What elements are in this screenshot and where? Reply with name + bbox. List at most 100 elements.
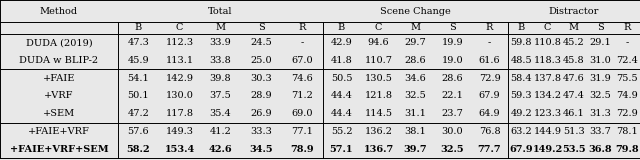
Text: B: B xyxy=(338,24,345,32)
Text: 47.4: 47.4 xyxy=(563,92,585,100)
Text: 31.0: 31.0 xyxy=(589,56,611,65)
Text: 37.5: 37.5 xyxy=(210,92,232,100)
Text: -: - xyxy=(625,38,628,47)
Text: M: M xyxy=(569,24,579,32)
Text: 41.8: 41.8 xyxy=(331,56,353,65)
Text: 29.7: 29.7 xyxy=(404,38,426,47)
Text: 134.2: 134.2 xyxy=(534,92,562,100)
Text: C: C xyxy=(544,24,551,32)
Text: B: B xyxy=(518,24,525,32)
Text: 31.3: 31.3 xyxy=(589,109,611,118)
Text: 77.7: 77.7 xyxy=(477,145,501,154)
Text: 47.6: 47.6 xyxy=(563,74,585,83)
Text: 44.4: 44.4 xyxy=(331,92,353,100)
Text: +FAIE+VRF+SEM: +FAIE+VRF+SEM xyxy=(10,145,108,154)
Text: 58.4: 58.4 xyxy=(510,74,532,83)
Text: -: - xyxy=(301,38,304,47)
Text: 137.8: 137.8 xyxy=(534,74,562,83)
Text: 136.7: 136.7 xyxy=(364,145,394,154)
Text: Distractor: Distractor xyxy=(549,7,599,16)
Text: 72.4: 72.4 xyxy=(616,56,637,65)
Text: 114.5: 114.5 xyxy=(365,109,392,118)
Text: 31.9: 31.9 xyxy=(589,74,611,83)
Text: 19.0: 19.0 xyxy=(442,56,463,65)
Text: 142.9: 142.9 xyxy=(166,74,193,83)
Text: 67.9: 67.9 xyxy=(479,92,500,100)
Text: 28.6: 28.6 xyxy=(442,74,463,83)
Text: C: C xyxy=(176,24,183,32)
Text: 28.6: 28.6 xyxy=(404,56,426,65)
Text: 72.9: 72.9 xyxy=(616,109,637,118)
Text: R: R xyxy=(486,24,493,32)
Text: 45.9: 45.9 xyxy=(128,56,149,65)
Text: 59.3: 59.3 xyxy=(510,92,532,100)
Text: 19.9: 19.9 xyxy=(442,38,463,47)
Text: 153.4: 153.4 xyxy=(164,145,195,154)
Text: S: S xyxy=(258,24,265,32)
Text: 29.1: 29.1 xyxy=(589,38,611,47)
Text: C: C xyxy=(375,24,382,32)
Text: DUDA w BLIP-2: DUDA w BLIP-2 xyxy=(19,56,99,65)
Text: 47.2: 47.2 xyxy=(127,109,149,118)
Text: 33.3: 33.3 xyxy=(251,127,273,136)
Text: 51.3: 51.3 xyxy=(563,127,585,136)
Text: 71.2: 71.2 xyxy=(292,92,314,100)
Text: 113.1: 113.1 xyxy=(165,56,193,65)
Text: 24.5: 24.5 xyxy=(251,38,273,47)
Text: 35.4: 35.4 xyxy=(210,109,232,118)
Text: DUDA (2019): DUDA (2019) xyxy=(26,38,92,47)
Text: 50.1: 50.1 xyxy=(128,92,149,100)
Text: 48.5: 48.5 xyxy=(510,56,532,65)
Text: 45.2: 45.2 xyxy=(563,38,585,47)
Text: 46.1: 46.1 xyxy=(563,109,585,118)
Text: 42.6: 42.6 xyxy=(209,145,232,154)
Text: 110.8: 110.8 xyxy=(534,38,561,47)
Text: 63.2: 63.2 xyxy=(510,127,532,136)
Text: S: S xyxy=(449,24,456,32)
Text: Scene Change: Scene Change xyxy=(380,7,451,16)
Text: 123.3: 123.3 xyxy=(534,109,562,118)
Text: 74.9: 74.9 xyxy=(616,92,637,100)
Text: 44.4: 44.4 xyxy=(331,109,353,118)
Text: 55.2: 55.2 xyxy=(331,127,352,136)
Text: 42.9: 42.9 xyxy=(331,38,353,47)
Text: 33.8: 33.8 xyxy=(210,56,232,65)
Text: M: M xyxy=(216,24,225,32)
Text: 32.5: 32.5 xyxy=(589,92,611,100)
Text: 30.0: 30.0 xyxy=(442,127,463,136)
Text: 130.0: 130.0 xyxy=(166,92,193,100)
Text: 79.8: 79.8 xyxy=(615,145,639,154)
Text: 67.0: 67.0 xyxy=(292,56,314,65)
Text: 57.1: 57.1 xyxy=(330,145,353,154)
Text: 54.1: 54.1 xyxy=(127,74,149,83)
Text: 112.3: 112.3 xyxy=(165,38,193,47)
Text: 78.9: 78.9 xyxy=(291,145,314,154)
Text: 72.9: 72.9 xyxy=(479,74,500,83)
Text: 149.3: 149.3 xyxy=(166,127,193,136)
Text: 74.6: 74.6 xyxy=(292,74,314,83)
Text: 53.5: 53.5 xyxy=(562,145,586,154)
Text: 30.3: 30.3 xyxy=(251,74,273,83)
Text: 26.9: 26.9 xyxy=(251,109,272,118)
Text: Total: Total xyxy=(208,7,233,16)
Text: 22.1: 22.1 xyxy=(442,92,463,100)
Text: 94.6: 94.6 xyxy=(368,38,389,47)
Text: 31.1: 31.1 xyxy=(404,109,426,118)
Text: 25.0: 25.0 xyxy=(251,56,272,65)
Text: +FAIE: +FAIE xyxy=(43,74,75,83)
Text: 61.6: 61.6 xyxy=(479,56,500,65)
Text: +VRF: +VRF xyxy=(44,92,74,100)
Text: 110.7: 110.7 xyxy=(365,56,392,65)
Text: 41.2: 41.2 xyxy=(209,127,232,136)
Text: S: S xyxy=(597,24,604,32)
Text: 28.9: 28.9 xyxy=(251,92,272,100)
Text: 34.6: 34.6 xyxy=(404,74,426,83)
Text: +FAIE+VRF: +FAIE+VRF xyxy=(28,127,90,136)
Text: 64.9: 64.9 xyxy=(479,109,500,118)
Text: 59.8: 59.8 xyxy=(511,38,532,47)
Text: -: - xyxy=(488,38,491,47)
Text: 34.5: 34.5 xyxy=(250,145,273,154)
Text: 118.3: 118.3 xyxy=(534,56,562,65)
Text: 49.2: 49.2 xyxy=(510,109,532,118)
Text: 130.5: 130.5 xyxy=(365,74,392,83)
